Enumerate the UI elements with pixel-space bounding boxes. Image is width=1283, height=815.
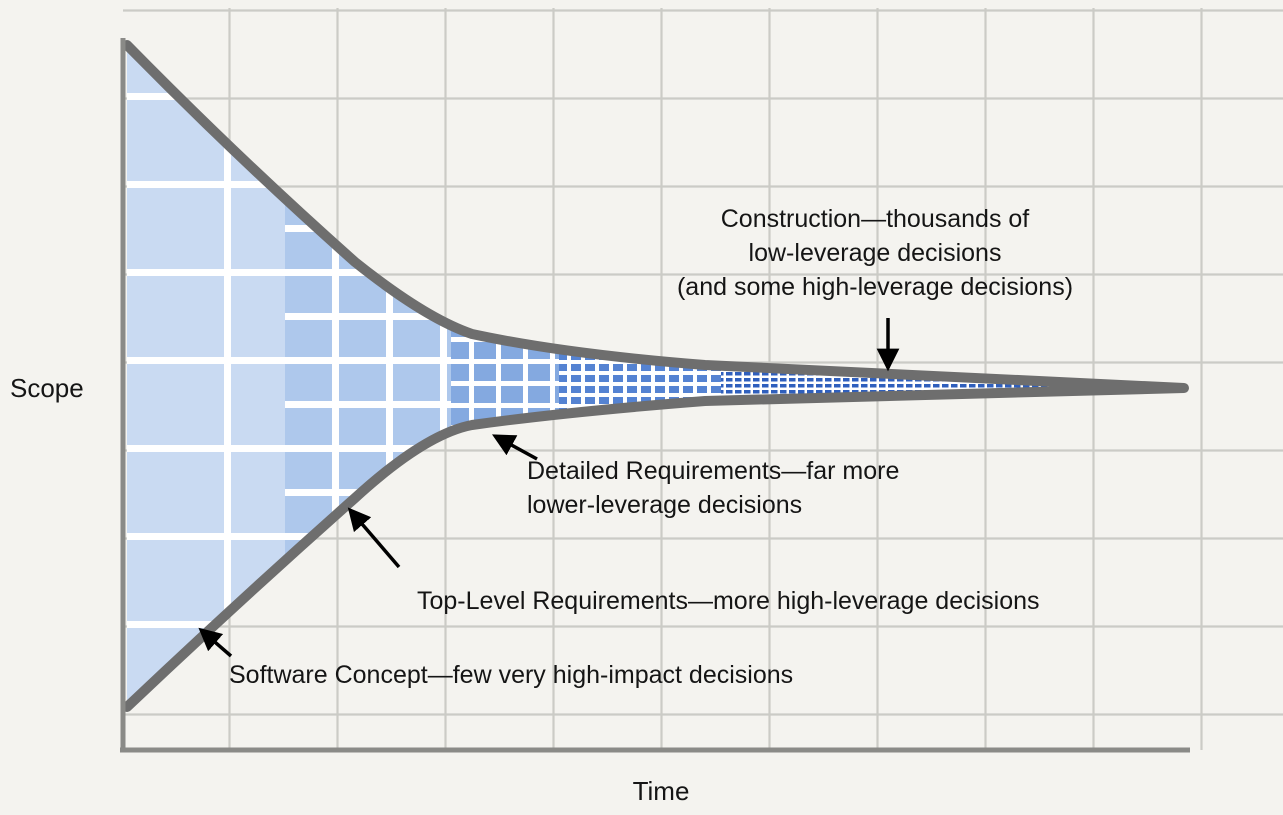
- y-axis-label: Scope: [10, 373, 84, 403]
- annotation-top-level-requirements: Top-Level Requirements—more high-leverag…: [417, 587, 1040, 615]
- detailed-requirements-arrow-icon: [492, 434, 538, 461]
- annotation-software-concept: Software Concept—few very high-impact de…: [229, 661, 794, 689]
- software-concept-arrow-icon: [198, 627, 233, 658]
- annotation-construction: Construction—thousands of low-leverage d…: [676, 205, 1074, 301]
- annotation-arrows: [198, 318, 900, 658]
- top-level-requirements-arrow-icon: [347, 507, 401, 569]
- funnel-outline: [122, 40, 1189, 712]
- x-axis-label: Time: [632, 776, 690, 806]
- annotation-detailed-requirements: Detailed Requirements—far more lower-lev…: [527, 457, 900, 519]
